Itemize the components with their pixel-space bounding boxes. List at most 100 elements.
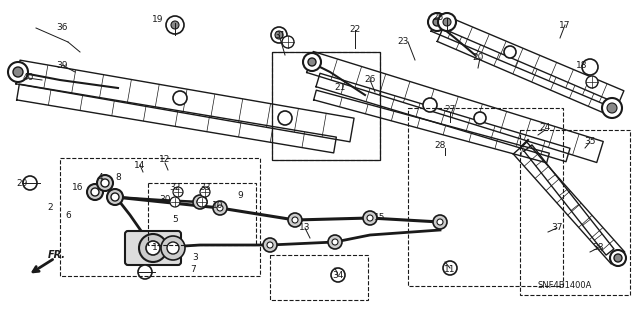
Circle shape [263,238,277,252]
Polygon shape [314,90,549,163]
Bar [408,108,563,286]
Text: 10: 10 [212,201,224,210]
Circle shape [213,201,227,215]
Text: 7: 7 [190,265,196,275]
Circle shape [610,250,626,266]
Text: 33: 33 [199,183,211,192]
Circle shape [437,219,443,225]
Circle shape [602,98,622,118]
Text: 6: 6 [65,211,71,219]
Circle shape [428,13,446,31]
Circle shape [13,67,23,77]
Polygon shape [307,51,604,162]
Text: 15: 15 [374,213,386,222]
Text: 24: 24 [540,123,550,132]
Circle shape [614,254,622,262]
Text: 22: 22 [349,26,360,34]
Bar [272,52,380,160]
Circle shape [171,21,179,29]
Circle shape [97,175,113,191]
Circle shape [275,31,283,39]
Text: FR.: FR. [48,250,66,260]
Polygon shape [513,142,625,264]
Circle shape [278,111,292,125]
Circle shape [139,234,167,262]
Text: 14: 14 [134,160,146,169]
Text: 31: 31 [275,31,285,40]
Text: 11: 11 [444,265,456,275]
Circle shape [146,241,160,255]
Circle shape [271,27,287,43]
Bar [520,130,630,295]
Circle shape [161,236,185,260]
Circle shape [288,213,302,227]
Text: 23: 23 [397,38,409,47]
Circle shape [167,242,179,254]
Text: 3: 3 [192,254,198,263]
Circle shape [173,91,187,105]
Circle shape [328,235,342,249]
Text: 16: 16 [72,183,84,192]
Text: 17: 17 [559,20,571,29]
Text: 8: 8 [115,173,121,182]
Polygon shape [437,29,612,115]
Text: SNF4B1400A: SNF4B1400A [538,280,592,290]
Circle shape [23,176,37,190]
Circle shape [91,188,99,196]
Text: 4: 4 [97,174,103,182]
Circle shape [308,58,316,66]
Circle shape [303,53,321,71]
Text: 27: 27 [444,106,456,115]
Circle shape [292,217,298,223]
Bar [60,158,260,276]
Circle shape [111,193,119,201]
Polygon shape [431,13,624,109]
Text: 29: 29 [16,179,28,188]
Text: 25: 25 [432,13,444,23]
Circle shape [433,215,447,229]
Text: 38: 38 [592,243,604,253]
Text: 28: 28 [435,140,445,150]
Text: 2: 2 [47,204,53,212]
Polygon shape [16,60,354,142]
Circle shape [582,59,598,75]
Text: 9: 9 [237,191,243,201]
Text: 32: 32 [170,183,180,192]
Circle shape [423,98,437,112]
Text: 34: 34 [332,271,344,279]
Bar [148,183,256,245]
Text: 21: 21 [334,84,346,93]
Circle shape [367,215,373,221]
Circle shape [332,239,338,245]
Circle shape [363,211,377,225]
Text: 35: 35 [584,137,596,146]
Circle shape [166,16,184,34]
Circle shape [267,242,273,248]
Circle shape [438,13,456,31]
Text: 37: 37 [551,224,563,233]
Circle shape [8,62,28,82]
Text: 12: 12 [159,155,171,165]
Circle shape [193,195,207,209]
Text: 36: 36 [56,24,68,33]
Text: 5: 5 [172,216,178,225]
Circle shape [197,197,207,207]
Circle shape [200,187,210,197]
Circle shape [331,268,345,282]
Circle shape [474,112,486,124]
Text: 13: 13 [300,224,311,233]
Circle shape [586,76,598,88]
Circle shape [433,18,441,26]
Text: 18: 18 [576,61,588,70]
Circle shape [173,187,183,197]
Circle shape [607,103,617,113]
Circle shape [443,18,451,26]
Circle shape [170,197,180,207]
Text: 20: 20 [472,54,484,63]
Text: 39: 39 [56,61,68,70]
Circle shape [197,199,203,205]
Circle shape [504,46,516,58]
Bar [272,52,380,160]
Circle shape [138,265,152,279]
Polygon shape [524,145,614,255]
